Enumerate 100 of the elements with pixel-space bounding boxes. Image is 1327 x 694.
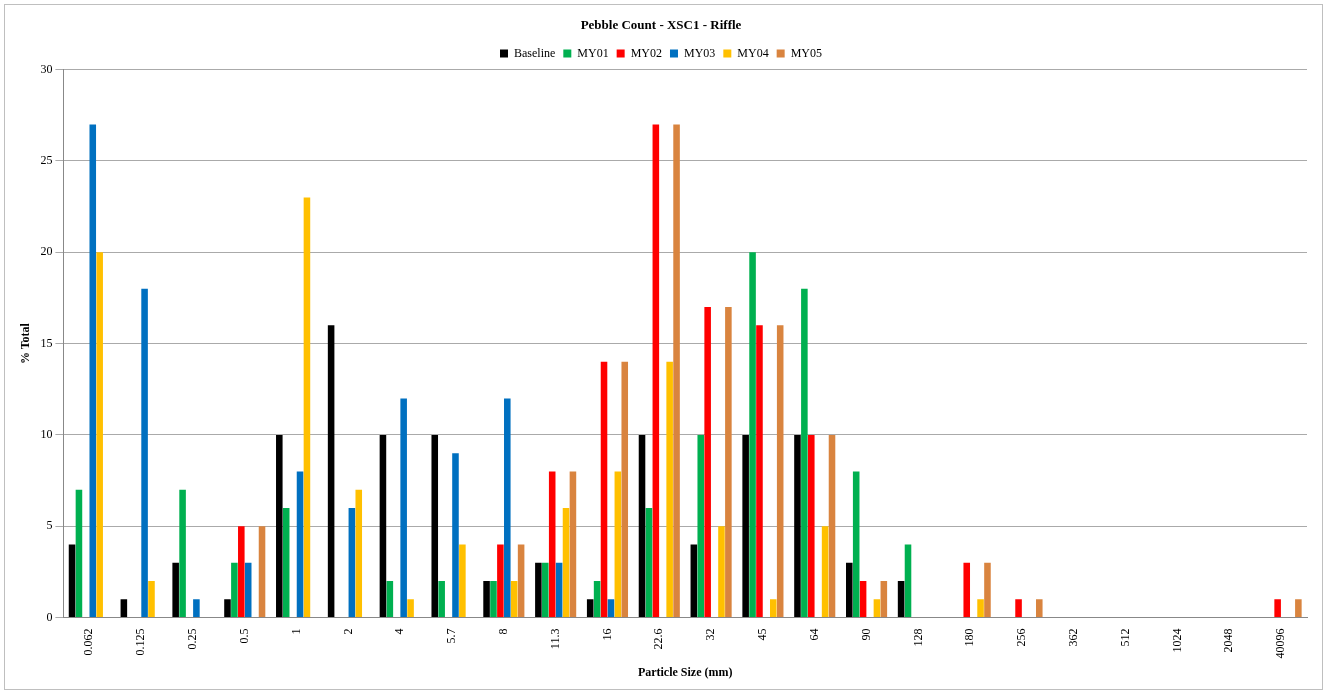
bar	[231, 562, 238, 618]
bar	[68, 544, 76, 618]
bar	[614, 471, 622, 618]
bar	[562, 508, 570, 618]
y-tick-label: 15	[40, 335, 53, 350]
bar	[193, 599, 200, 618]
bar	[776, 325, 784, 618]
bar	[846, 562, 853, 618]
bar	[542, 562, 549, 618]
bar	[510, 581, 518, 618]
chart-title: Pebble Count - XSC1 - Riffle	[580, 17, 742, 33]
bar	[718, 526, 725, 618]
x-tick-label: 0.125	[133, 628, 148, 656]
x-tick-label: 1	[288, 628, 303, 635]
bar	[141, 288, 148, 618]
bar	[296, 471, 304, 618]
x-tick-label: 32	[703, 628, 718, 641]
bar	[438, 581, 445, 618]
bar	[984, 562, 991, 618]
x-tick-label: 362	[1065, 628, 1080, 647]
y-tick-label: 5	[46, 518, 53, 533]
y-tick-label: 30	[40, 61, 53, 76]
bar	[801, 288, 808, 618]
bar	[880, 581, 888, 618]
bar	[794, 434, 801, 618]
bar	[828, 434, 836, 618]
x-tick-label: 128	[910, 628, 925, 647]
y-tick-label: 10	[40, 427, 53, 442]
bar	[673, 124, 680, 618]
bar	[120, 599, 128, 618]
bar	[303, 197, 311, 618]
x-tick-label: 2048	[1221, 628, 1236, 653]
y-tick-label: 0	[46, 609, 53, 624]
legend-label: MY05	[790, 45, 823, 60]
x-tick-label: 90	[858, 628, 873, 641]
bar	[276, 434, 283, 618]
legend-label: MY02	[630, 45, 662, 60]
bar	[224, 599, 231, 618]
bar	[600, 361, 608, 618]
x-tick-label: 512	[1117, 628, 1132, 647]
bar	[452, 453, 459, 618]
bar	[873, 599, 881, 618]
bar	[770, 599, 777, 618]
x-tick-label: 1024	[1169, 628, 1184, 653]
bar	[697, 434, 705, 618]
bar	[535, 562, 542, 618]
legend-label: Baseline	[514, 45, 556, 60]
bar	[327, 325, 335, 618]
bar	[89, 124, 97, 618]
bar	[355, 489, 363, 618]
bar	[586, 599, 594, 618]
bar	[1015, 599, 1022, 618]
bar	[348, 508, 356, 618]
bar	[666, 361, 673, 618]
bar	[904, 544, 912, 618]
bar	[148, 581, 155, 618]
x-tick-label: 5.7	[444, 628, 459, 644]
bar	[238, 526, 245, 618]
x-tick-label: 4	[392, 628, 407, 635]
bar	[593, 581, 601, 618]
bar	[821, 526, 829, 618]
bar	[459, 544, 466, 618]
x-tick-label: 45	[755, 628, 770, 641]
bar	[548, 471, 556, 618]
x-tick-label: 40096	[1273, 628, 1288, 659]
bar	[808, 434, 815, 618]
bar	[504, 398, 511, 618]
bar	[638, 434, 646, 618]
bar	[490, 581, 497, 618]
bar	[517, 544, 525, 618]
y-tick-label: 25	[40, 153, 53, 168]
x-tick-label: 180	[962, 628, 977, 647]
bar	[704, 307, 711, 618]
x-tick-label: 256	[1014, 628, 1029, 647]
x-tick-label: 2	[340, 628, 355, 635]
x-tick-label: 0.5	[236, 628, 251, 644]
bar	[75, 489, 83, 618]
bar	[258, 526, 266, 618]
bar	[749, 252, 756, 618]
bar	[607, 599, 615, 618]
x-tick-label: 16	[599, 628, 614, 641]
x-tick-label: 22.6	[651, 628, 666, 650]
x-tick-label: 64	[806, 628, 821, 641]
x-tick-label: 0.25	[185, 628, 200, 650]
bar	[386, 581, 394, 618]
y-tick-label: 20	[40, 244, 53, 259]
x-axis-title: Particle Size (mm)	[637, 664, 733, 679]
bar	[407, 599, 414, 618]
bar	[742, 434, 749, 618]
bar	[725, 307, 732, 618]
bar	[244, 562, 252, 618]
bar	[652, 124, 660, 618]
bar	[859, 581, 867, 618]
x-tick-label: 11.3	[547, 628, 562, 650]
bar	[497, 544, 504, 618]
bar	[555, 562, 563, 618]
bar	[852, 471, 860, 618]
bar	[379, 434, 387, 618]
bar	[963, 562, 971, 618]
bar	[282, 508, 290, 618]
